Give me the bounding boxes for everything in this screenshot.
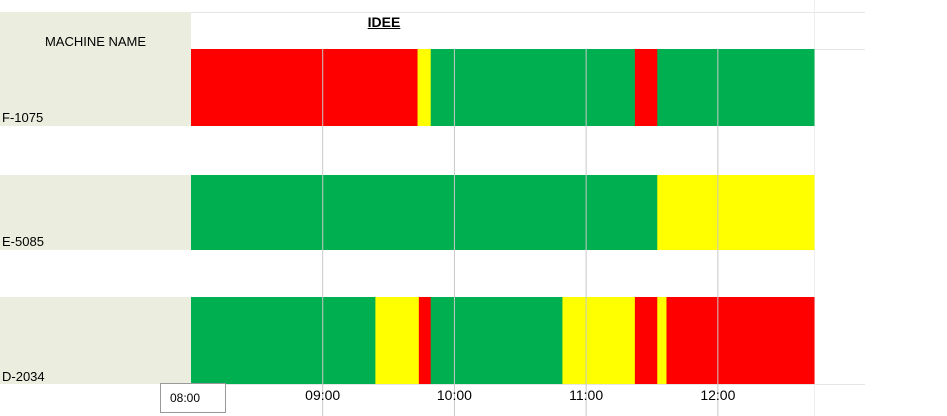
machine-name-header-cell: MACHINE NAME: [0, 12, 191, 126]
segment-e-5085-0: [191, 175, 658, 250]
segment-d-2034-0: [191, 297, 376, 384]
grid-line: [191, 384, 865, 385]
x-tick-label-1100: 11:00: [569, 387, 604, 403]
x-tick-label-1200: 12:00: [700, 387, 736, 403]
segment-e-5085-1: [657, 175, 815, 250]
segment-f-1075-3: [634, 49, 658, 126]
chart-title: IDEE: [367, 14, 401, 30]
segment-d-2034-2: [418, 297, 432, 384]
row-label-cell: [0, 175, 191, 250]
grid-line: [191, 12, 865, 13]
row-label-e-5085: E-5085: [2, 234, 44, 249]
row-label-f-1075: F-1075: [2, 110, 44, 125]
segment-d-2034-6: [657, 297, 667, 384]
segment-f-1075-1: [417, 49, 432, 126]
segment-d-2034-7: [666, 297, 815, 384]
segment-f-1075-4: [657, 49, 815, 126]
segment-d-2034-1: [375, 297, 420, 384]
x-tick-label-1000: 10:00: [436, 387, 472, 403]
machine-name-header: MACHINE NAME: [44, 34, 147, 49]
start-time-box: 08:00: [160, 383, 226, 413]
x-tick-label-0900: 09:00: [305, 387, 341, 403]
segment-d-2034-3: [430, 297, 563, 384]
row-label-cell: [0, 297, 191, 384]
segment-f-1075-2: [430, 49, 636, 126]
row-label-d-2034: D-2034: [2, 369, 45, 384]
segment-f-1075-0: [191, 49, 419, 126]
segment-d-2034-5: [634, 297, 658, 384]
segment-d-2034-4: [562, 297, 636, 384]
